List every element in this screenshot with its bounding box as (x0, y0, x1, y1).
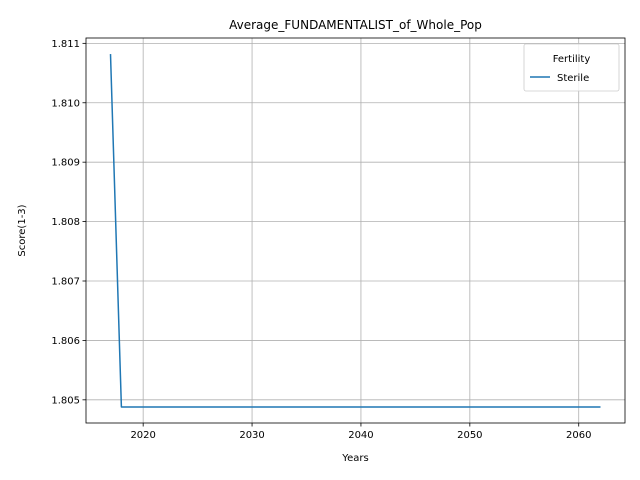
y-axis-label: Score(1-3) (17, 204, 28, 256)
legend-box (523, 43, 620, 92)
x-axis-ticks: 2020 2030 2040 2050 2060 (130, 423, 591, 441)
y-tick-label: 1.808 (51, 217, 80, 228)
y-tick-label: 1.811 (51, 39, 80, 50)
x-tick-label: 2030 (239, 430, 264, 441)
chart-title: Average_FUNDAMENTALIST_of_Whole_Pop (229, 18, 482, 32)
y-tick-label: 1.807 (51, 277, 80, 288)
legend-label-sterile: Sterile (557, 73, 589, 84)
y-axis-ticks: 1.805 1.806 1.807 1.808 1.809 1.810 1.811 (51, 39, 86, 406)
x-tick-label: 2040 (348, 430, 373, 441)
series-line-sterile (109, 54, 601, 408)
legend-title: Fertility (553, 54, 591, 65)
y-tick-label: 1.806 (51, 336, 80, 347)
y-tick-label: 1.809 (51, 158, 80, 169)
y-tick-label: 1.805 (51, 395, 80, 406)
y-tick-label: 1.810 (51, 98, 80, 109)
grid (86, 38, 625, 423)
series-layer (109, 54, 601, 408)
plot-area-frame (85, 37, 626, 424)
legend: Fertility Sterile (523, 43, 620, 92)
x-tick-label: 2020 (130, 430, 155, 441)
x-axis-label: Years (341, 453, 368, 464)
x-tick-label: 2050 (457, 430, 482, 441)
x-tick-label: 2060 (566, 430, 591, 441)
